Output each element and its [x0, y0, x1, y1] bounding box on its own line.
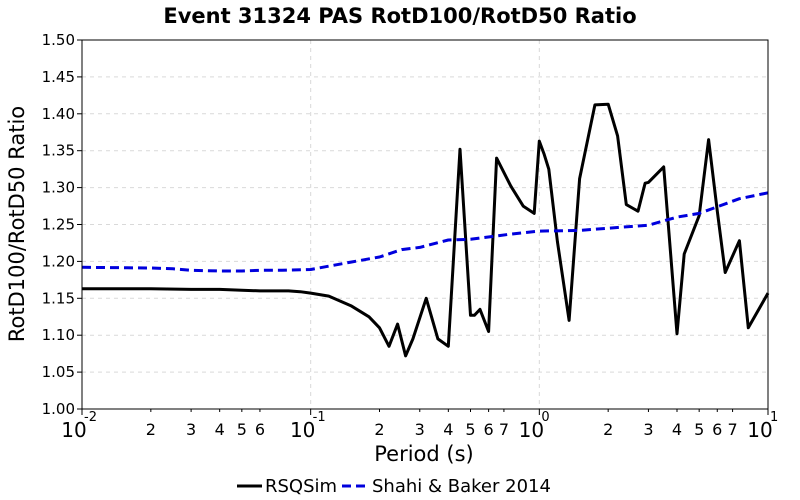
- x-minor-tick-label: 4: [672, 420, 682, 439]
- x-major-tick-exponent: 1: [770, 410, 778, 425]
- legend-label-rsqsim: RSQSim: [265, 476, 337, 497]
- grid: [82, 40, 768, 409]
- x-major-tick-label: 10: [290, 418, 315, 442]
- series-line-rsqsim: [82, 102, 770, 358]
- legend: RSQSim Shahi & Baker 2014: [237, 476, 551, 497]
- x-minor-tick-label: 7: [499, 420, 509, 439]
- x-minor-tick-label: 5: [465, 420, 475, 439]
- x-major-tick-exponent: 0: [541, 410, 549, 425]
- y-tick-label: 1.20: [42, 252, 75, 270]
- x-major-tick-label: 10: [747, 418, 772, 442]
- x-major-tick-exponent: -1: [313, 410, 326, 425]
- y-axis-label: RotD100/RotD50 Ratio: [5, 106, 29, 342]
- x-minor-tick-label: 4: [215, 420, 225, 439]
- x-minor-tick-label: 6: [712, 420, 722, 439]
- x-minor-tick-label: 2: [603, 420, 613, 439]
- x-minor-tick-label: 6: [255, 420, 265, 439]
- x-major-tick-label: 10: [519, 418, 544, 442]
- x-major-tick-label: 10: [61, 418, 86, 442]
- plot-frame: [81, 39, 769, 410]
- x-minor-tick-label: 3: [643, 420, 653, 439]
- y-tick-label: 1.50: [42, 31, 75, 49]
- series-line-shahi-baker: [81, 191, 769, 273]
- y-tick-label: 1.25: [42, 216, 75, 234]
- x-minor-tick-label: 3: [186, 420, 196, 439]
- y-tick-label: 1.45: [42, 68, 75, 86]
- y-tick-label: 1.00: [42, 400, 75, 418]
- y-axis-ticks: 1.00 1.05 1.10 1.15 1.20 1.25 1.30 1.35 1.40 1.45…: [42, 31, 82, 418]
- x-minor-tick-label: 3: [415, 420, 425, 439]
- y-tick-label: 1.40: [42, 105, 75, 123]
- x-minor-tick-label: 6: [484, 420, 494, 439]
- y-tick-label: 1.10: [42, 326, 75, 344]
- series-lines: [81, 102, 770, 358]
- x-minor-tick-label: 2: [146, 420, 156, 439]
- x-minor-tick-label: 5: [237, 420, 247, 439]
- x-minor-tick-label: 7: [727, 420, 737, 439]
- y-tick-label: 1.30: [42, 179, 75, 197]
- legend-label-shahi-baker: Shahi & Baker 2014: [372, 476, 551, 497]
- x-axis-label: Period (s): [374, 442, 473, 466]
- x-minor-tick-label: 5: [694, 420, 704, 439]
- x-minor-tick-label: 4: [443, 420, 453, 439]
- y-tick-label: 1.05: [42, 363, 75, 381]
- y-tick-label: 1.15: [42, 289, 75, 307]
- y-tick-label: 1.35: [42, 142, 75, 160]
- x-major-tick-exponent: -2: [84, 410, 97, 425]
- x-minor-tick-label: 2: [374, 420, 384, 439]
- chart-title: Event 31324 PAS RotD100/RotD50 Ratio: [163, 4, 636, 28]
